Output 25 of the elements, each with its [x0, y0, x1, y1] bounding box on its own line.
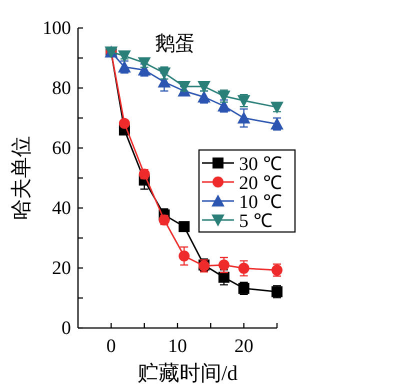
- point: [218, 260, 230, 270]
- point: [237, 112, 250, 124]
- point: [178, 250, 190, 262]
- point: [218, 272, 230, 283]
- legend-label: 10 ℃: [239, 192, 282, 213]
- x-tick-label: 20: [234, 336, 254, 357]
- y-tick-label: 0: [62, 318, 71, 339]
- y-tick-label: 20: [52, 258, 71, 279]
- point: [238, 262, 250, 274]
- x-axis-title: 贮藏时间/d: [137, 361, 238, 385]
- y-tick-label: 100: [42, 18, 71, 39]
- point: [158, 76, 171, 88]
- y-tick-label: 40: [52, 198, 71, 219]
- legend-label: 5 ℃: [239, 211, 272, 232]
- x-tick-label: 10: [168, 336, 187, 357]
- point: [178, 221, 190, 232]
- y-tick-label: 80: [52, 78, 71, 99]
- point: [118, 50, 131, 62]
- chart-title: 鹅蛋: [155, 33, 195, 55]
- x-tick-label: 0: [106, 336, 116, 357]
- point: [118, 118, 130, 129]
- legend-label: 20 ℃: [239, 173, 282, 194]
- y-tick-label: 60: [52, 138, 71, 159]
- y-axis-title: 哈夫单位: [9, 136, 33, 220]
- legend-label: 30 ℃: [239, 154, 282, 175]
